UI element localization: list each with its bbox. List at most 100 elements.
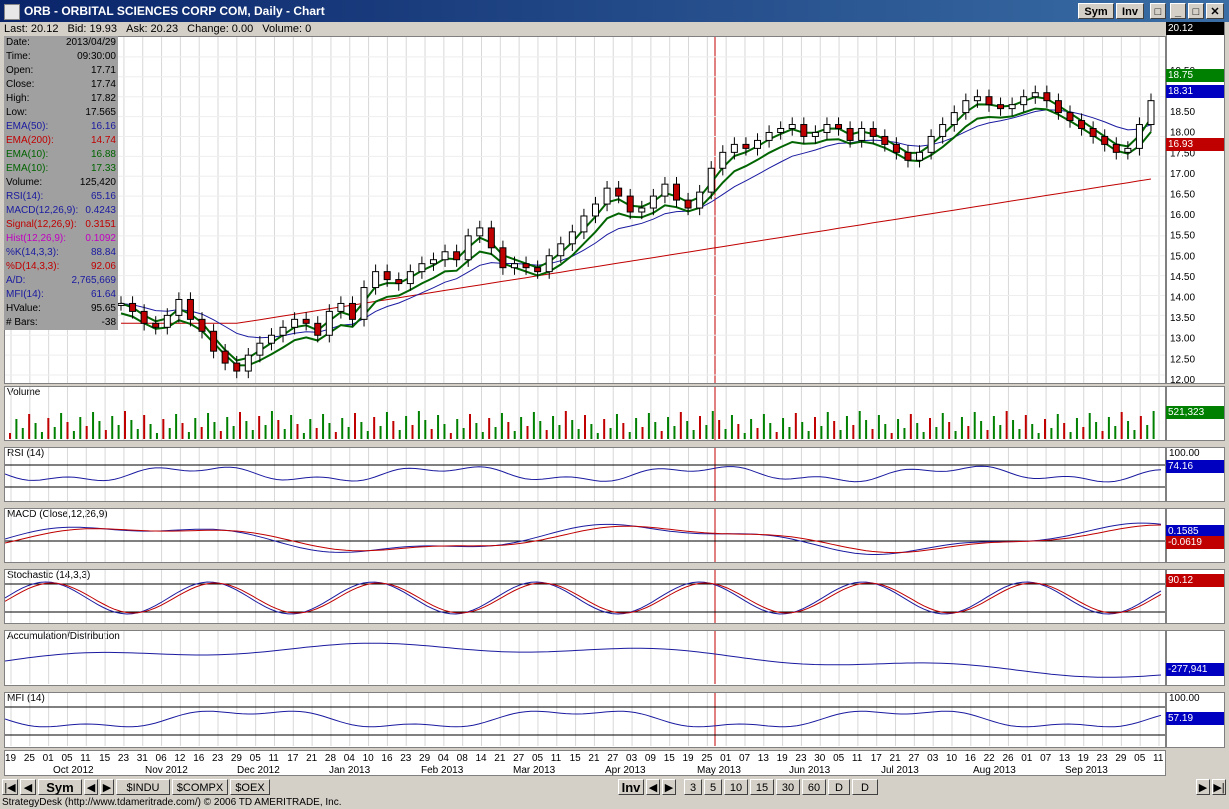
tab-prev-icon[interactable]: ◀: [84, 779, 98, 795]
volume-bar: [1005, 411, 1008, 439]
volume-title: Volume: [7, 387, 41, 398]
inv-button[interactable]: Inv: [1116, 3, 1144, 19]
info-value: -38: [101, 317, 116, 328]
price-tick-label: 13.50: [1170, 313, 1195, 324]
tab-next-icon[interactable]: ▶: [100, 779, 114, 795]
price-tick-label: 16.00: [1170, 210, 1195, 221]
volume-bar: [162, 419, 165, 439]
date-day-label: 10: [363, 753, 375, 764]
volume-bar: [1101, 431, 1104, 439]
macd-title: MACD (Close,12,26,9): [7, 509, 108, 520]
volume-bar: [347, 427, 350, 439]
volume-bar: [641, 427, 644, 439]
restore-icon[interactable]: □: [1150, 3, 1166, 19]
volume-bar: [456, 419, 459, 439]
period-3[interactable]: 3: [684, 779, 702, 795]
date-month-label: Jun 2013: [789, 765, 831, 775]
date-day-label: 11: [268, 753, 279, 764]
volume-bar: [718, 420, 721, 439]
volume-bar: [909, 414, 912, 439]
date-day-label: 05: [250, 753, 262, 764]
scroll-last-icon[interactable]: ▶|: [1212, 779, 1226, 795]
period-next-icon[interactable]: ▶: [662, 779, 676, 795]
macd-panel[interactable]: MACD (Close,12,26,9): [4, 508, 1166, 563]
volume-bar: [852, 425, 855, 439]
volume-bar: [194, 418, 197, 439]
volume-bar: [775, 432, 778, 439]
info-key: HValue:: [6, 303, 41, 314]
period-5[interactable]: 5: [704, 779, 722, 795]
ticker-oex[interactable]: $OEX: [230, 779, 270, 795]
date-month-label: May 2013: [697, 765, 741, 775]
ad-panel[interactable]: Accumulation/Distribution: [4, 630, 1166, 686]
period-10[interactable]: 10: [724, 779, 748, 795]
mfi-title: MFI (14): [7, 693, 45, 704]
volume-bar: [1152, 411, 1155, 439]
sym-button[interactable]: Sym: [1078, 3, 1114, 19]
volume-value: Volume: 0: [262, 23, 312, 35]
volume-bar: [986, 430, 989, 439]
period-60[interactable]: 60: [802, 779, 826, 795]
candle-body: [1043, 92, 1051, 102]
candle-body: [673, 183, 681, 201]
info-value: 0.1092: [85, 233, 116, 244]
date-day-label: 23: [118, 753, 130, 764]
scroll-next-icon[interactable]: ▶: [1196, 779, 1210, 795]
volume-bar: [309, 419, 312, 439]
period-prev-icon[interactable]: ◀: [646, 779, 660, 795]
volume-bar: [935, 427, 938, 439]
volume-bar: [877, 415, 880, 439]
volume-bar: [1075, 418, 1078, 439]
volume-panel[interactable]: Volume: [4, 386, 1166, 441]
volume-tag: 521,323: [1166, 406, 1224, 419]
ticker-compx[interactable]: $COMPX: [172, 779, 228, 795]
volume-bar: [226, 417, 229, 439]
volume-bar: [1088, 413, 1091, 439]
date-day-label: 21: [890, 753, 902, 764]
date-day-label: 23: [400, 753, 412, 764]
volume-bar: [1024, 415, 1027, 439]
sym-bottom-button[interactable]: Sym: [38, 779, 82, 795]
date-day-label: 19: [1078, 753, 1090, 764]
stochastic-panel[interactable]: Stochastic (14,3,3): [4, 569, 1166, 624]
volume-bar: [973, 412, 976, 439]
stoch-d-line: [5, 582, 1162, 614]
volume-bar: [507, 422, 510, 439]
maximize-icon[interactable]: □: [1188, 3, 1204, 19]
volume-bar: [155, 433, 158, 439]
volume-bar: [545, 430, 548, 439]
close-icon[interactable]: ✕: [1206, 3, 1224, 19]
volume-bar: [1069, 432, 1072, 439]
info-row: Date: 2013/04/29: [4, 36, 118, 50]
date-month-label: Mar 2013: [513, 765, 556, 775]
date-day-label: 05: [532, 753, 544, 764]
volume-bar: [1018, 429, 1021, 439]
date-day-label: 16: [193, 753, 205, 764]
volume-bar: [897, 419, 900, 439]
candle-body: [117, 302, 125, 306]
scroll-prev-icon[interactable]: ◀: [20, 779, 36, 795]
ticker-indu[interactable]: $INDU: [116, 779, 170, 795]
scroll-first-icon[interactable]: |◀: [2, 779, 18, 795]
volume-bar: [692, 430, 695, 439]
volume-bar: [782, 418, 785, 439]
date-day-label: 08: [457, 753, 469, 764]
candle-body: [383, 271, 391, 281]
candle-body: [742, 143, 750, 149]
price-panel[interactable]: [4, 36, 1166, 384]
date-day-label: 07: [1040, 753, 1052, 764]
period-30[interactable]: 30: [776, 779, 800, 795]
period-d[interactable]: D: [828, 779, 850, 795]
period-d2[interactable]: D: [852, 779, 878, 795]
volume-bar: [730, 415, 733, 439]
minimize-icon[interactable]: _: [1170, 3, 1186, 19]
volume-bar: [922, 432, 925, 439]
period-15[interactable]: 15: [750, 779, 774, 795]
title-bar: ORB - ORBITAL SCIENCES CORP COM, Daily -…: [0, 0, 1229, 22]
info-value: 14.74: [90, 135, 116, 146]
inv-bottom-button[interactable]: Inv: [618, 779, 644, 795]
mfi-panel[interactable]: MFI (14): [4, 692, 1166, 748]
candle-body: [429, 259, 437, 265]
rsi-panel[interactable]: RSI (14): [4, 447, 1166, 502]
info-value: 17.33: [90, 163, 116, 174]
